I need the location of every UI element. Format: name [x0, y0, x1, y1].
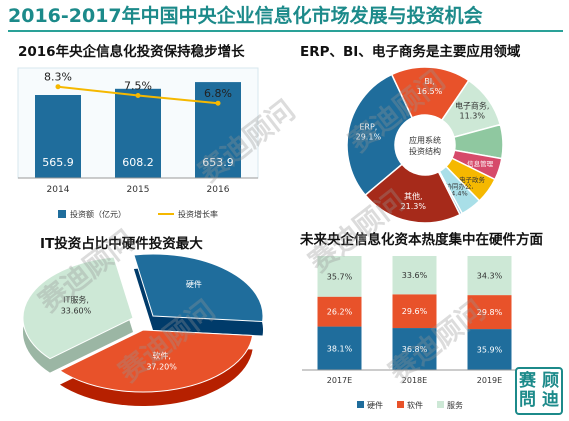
- chart1-legend-swatch-bar: [58, 210, 66, 218]
- chart4-legend-swatch-硬件: [357, 401, 364, 408]
- chart4-x-tick-2019E: 2019E: [477, 376, 502, 385]
- chart1-growth-point-2015: [135, 93, 141, 98]
- chart4-bar-label-2018E-硬件: 36.8%: [402, 345, 428, 354]
- chart1-growth-point-2014: [55, 84, 61, 90]
- chart4-bar-2017E-软件: [317, 296, 362, 327]
- chart4-bar-2019E-硬件: [467, 329, 512, 370]
- logo-stamp-line2: 問 迪: [519, 390, 559, 410]
- chart1-invest-growth: 565.9 2014 608.2 2015 653.9 2016 8.3% 7.5% 6.8% 投…: [17, 67, 259, 219]
- chart1-bar-label-2015: 608.2: [122, 156, 154, 169]
- chart3-slice-2: [22, 256, 134, 360]
- logo-stamp: 赛 顾 問 迪: [515, 367, 563, 415]
- chart1-bar-2015: [115, 88, 161, 178]
- chart4-legend-label-软件: 软件: [407, 400, 423, 410]
- chart2-title: ERP、BI、电子商务是主要应用领域: [300, 44, 521, 60]
- chart4-bar-label-2017E-服务: 35.7%: [327, 272, 353, 281]
- chart2-slice-label-0: ERP, 29.1%: [356, 123, 382, 142]
- chart2-slice-label-5: 电子政务: [459, 175, 486, 184]
- chart4-legend-label-服务: 服务: [447, 400, 463, 410]
- chart4-bar-label-2019E-软件: 29.8%: [477, 308, 503, 317]
- chart2-slice-label-4: 信息管理: [467, 159, 494, 168]
- chart2-slice-label-6: 协同办公, 4.4%: [445, 182, 473, 198]
- chart4-legend-swatch-服务: [437, 401, 444, 408]
- chart2-center-label: 应用系统投资结构: [409, 135, 441, 156]
- chart2-slice-label-1: BI, 16.5%: [417, 77, 443, 96]
- chart4-bar-label-2018E-软件: 29.6%: [402, 307, 428, 316]
- chart4-bar-2018E-软件: [392, 294, 437, 329]
- chart1-x-tick-2016: 2016: [207, 185, 230, 195]
- chart2-center-hole: [396, 116, 454, 174]
- chart4-capital-heat: 38.1% 26.2% 35.7% 2017E 36.8% 29.6% 33.6% 2018E…: [302, 256, 527, 410]
- chart4-legend-swatch-软件: [397, 401, 404, 408]
- chart1-bar-2014: [35, 95, 81, 178]
- chart1-bar-label-2014: 565.9: [42, 156, 74, 169]
- chart1-x-tick-2014: 2014: [47, 185, 70, 195]
- chart4-bar-2017E-硬件: [317, 326, 362, 370]
- chart3-title: IT投资占比中硬件投资最大: [40, 236, 203, 252]
- chart4-bar-2018E-服务: [392, 256, 437, 295]
- chart3-slice-label-0: 硬件: [186, 279, 202, 289]
- chart4-bar-2019E-软件: [467, 295, 512, 330]
- chart3-slice-1: [58, 329, 254, 393]
- page-title: 2016-2017年中国中央企业信息化市场发展与投资机会: [8, 2, 563, 32]
- chart1-bar-label-2016: 653.9: [202, 156, 234, 169]
- chart1-title: 2016年央企信息化投资保持稳步增长: [18, 44, 245, 60]
- chart4-bar-label-2017E-软件: 26.2%: [327, 308, 353, 317]
- chart3-slice-label-1: 软件, 37.20%: [146, 350, 177, 371]
- chart4-title: 未来央企信息化资本热度集中在硬件方面: [300, 232, 543, 248]
- chart4-legend-label-硬件: 硬件: [367, 400, 383, 410]
- chart1-growth-point-2016: [215, 100, 221, 106]
- chart4-bar-2018E-硬件: [392, 328, 437, 370]
- chart2-slice-label-2: 电子商务, 11.3%: [455, 100, 490, 120]
- chart4-bar-label-2019E-服务: 34.3%: [477, 272, 503, 281]
- chart4-bar-2017E-服务: [317, 256, 362, 297]
- logo-stamp-line1: 赛 顾: [519, 371, 559, 391]
- chart1-growth-label-2015: 7.5%: [124, 80, 152, 93]
- chart1-legend-label-line: 投资增长率: [178, 209, 218, 219]
- chart1-growth-label-2016: 6.8%: [204, 87, 232, 100]
- chart4-x-tick-2017E: 2017E: [327, 376, 352, 385]
- chart1-x-tick-2015: 2015: [127, 185, 150, 195]
- chart3-slice-0: [133, 253, 264, 323]
- chart4-bar-2019E-服务: [467, 256, 512, 296]
- chart1-growth-label-2014: 8.3%: [44, 71, 72, 84]
- chart4-bar-label-2018E-服务: 33.6%: [402, 271, 428, 280]
- chart3-slice-label-2: IT服务, 33.60%: [61, 295, 92, 316]
- chart1-bar-2016: [195, 82, 241, 178]
- chart2-slice-8: [364, 163, 462, 224]
- chart4-bar-label-2017E-硬件: 38.1%: [327, 344, 353, 353]
- chart1-legend-label-bar: 投资额（亿元）: [70, 209, 126, 219]
- chart4-x-tick-2018E: 2018E: [402, 376, 427, 385]
- chart2-slice-0: [346, 73, 414, 197]
- chart2-slice-label-8: 其他, 21.3%: [401, 191, 427, 211]
- chart2-app-domains: ERP, 29.1% BI, 16.5% 电子商务, 11.3% 信息管理电子政务协同办公,…: [346, 66, 504, 224]
- chart4-bar-label-2019E-硬件: 35.9%: [477, 346, 503, 355]
